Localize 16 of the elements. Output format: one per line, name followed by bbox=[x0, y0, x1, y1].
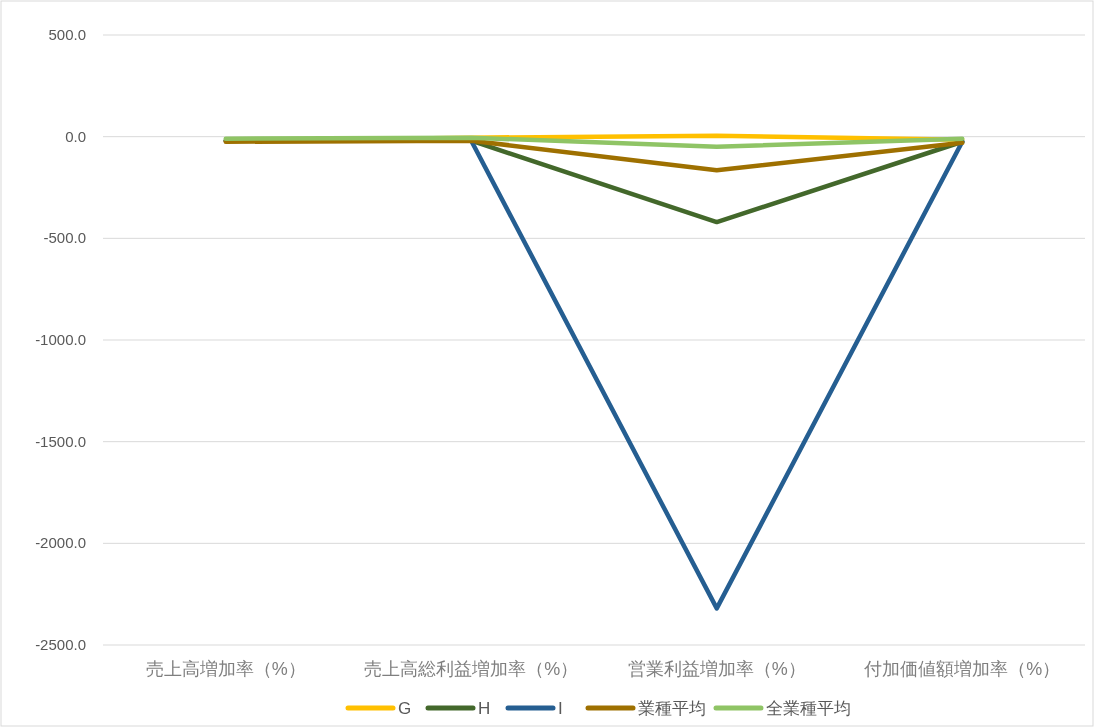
x-tick-label: 売上高総利益増加率（%） bbox=[364, 659, 579, 679]
y-tick-label: -1000.0 bbox=[35, 331, 86, 348]
x-tick-label: 売上高増加率（%） bbox=[145, 659, 306, 679]
y-tick-label: -2500.0 bbox=[35, 636, 86, 653]
x-tick-label: 付加価値額増加率（%） bbox=[863, 659, 1061, 679]
y-tick-label: -2000.0 bbox=[35, 534, 86, 552]
legend-label: I bbox=[558, 699, 563, 718]
y-tick-label: -500.0 bbox=[43, 229, 86, 247]
legend-label: 業種平均 bbox=[638, 699, 706, 718]
legend-label: H bbox=[478, 699, 491, 718]
legend-label: G bbox=[398, 699, 412, 718]
y-tick-label: -1500.0 bbox=[35, 432, 86, 450]
y-tick-label: 500.0 bbox=[48, 26, 86, 43]
legend-label: 全業種平均 bbox=[766, 699, 851, 718]
x-tick-label: 営業利益増加率（%） bbox=[627, 659, 806, 679]
y-tick-label: 0.0 bbox=[65, 127, 86, 145]
